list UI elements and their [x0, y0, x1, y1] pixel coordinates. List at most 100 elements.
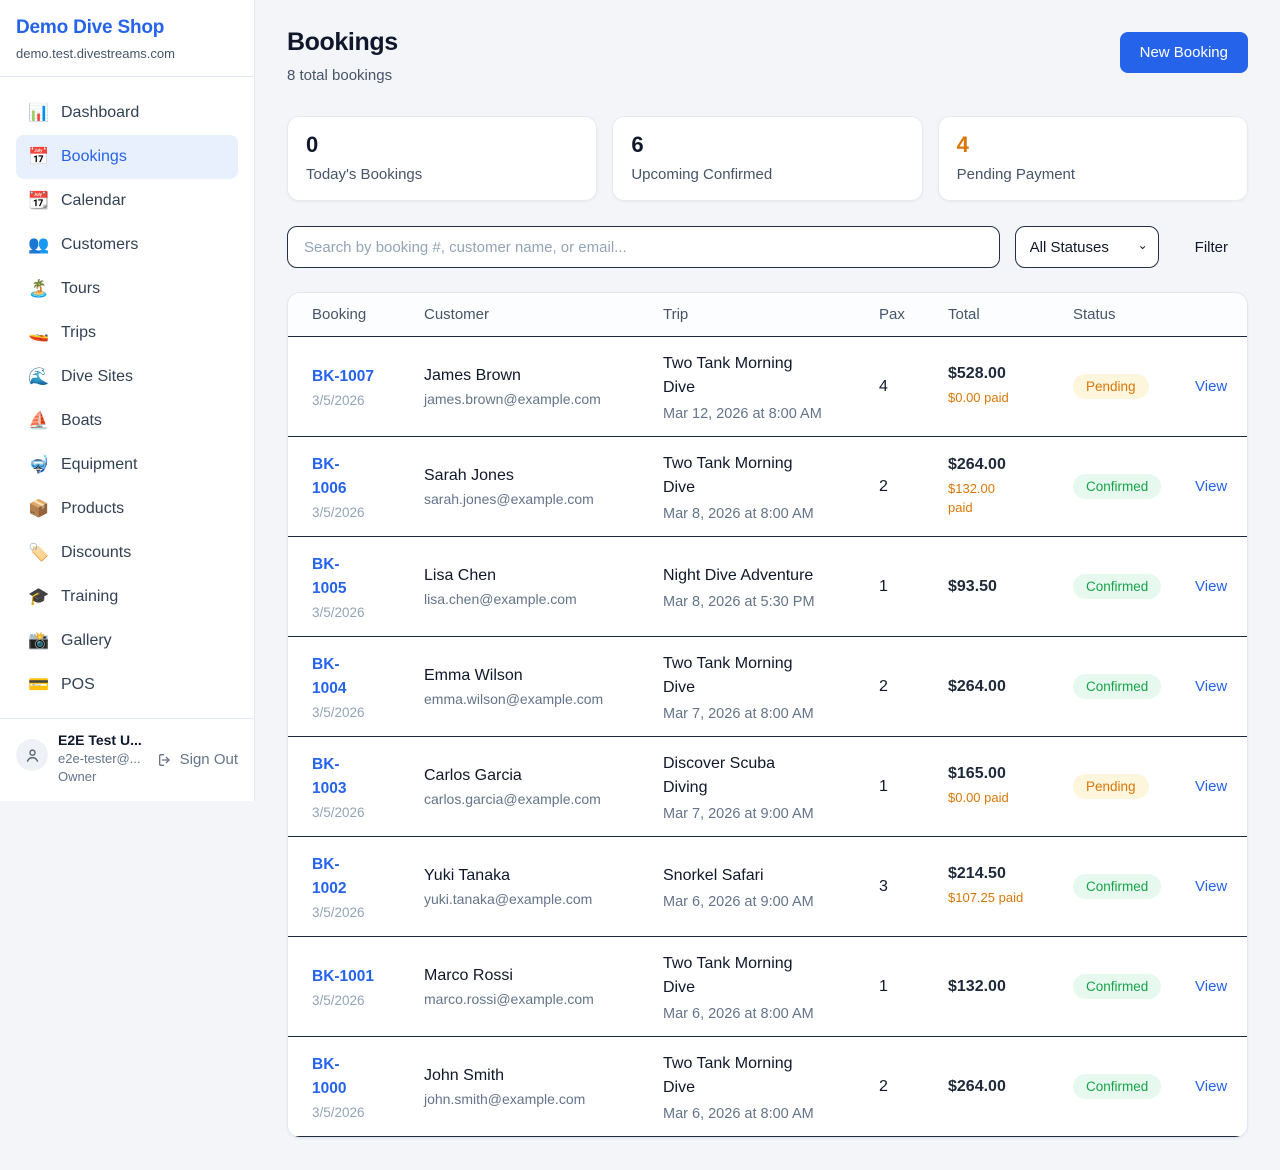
status-badge: Confirmed: [1073, 474, 1162, 499]
view-link[interactable]: View: [1195, 477, 1228, 495]
pax-cell: 2: [879, 677, 888, 695]
table-row: BK- 1006 3/5/2026 Sarah Jones sarah.jone…: [288, 437, 1247, 537]
actions-cell: View: [1195, 578, 1231, 596]
view-link[interactable]: View: [1195, 377, 1228, 395]
pax-cell: 1: [879, 577, 888, 595]
sidebar-nav-item[interactable]: 📅 Bookings: [16, 135, 238, 179]
view-link[interactable]: View: [1195, 777, 1228, 795]
trip-datetime: Mar 12, 2026 at 8:00 AM: [663, 405, 822, 422]
sidebar-nav-item[interactable]: 📸 Gallery: [16, 619, 238, 663]
customer-email: emma.wilson@example.com: [424, 690, 604, 707]
status-cell: Pending: [1073, 774, 1195, 799]
sidebar-nav-item[interactable]: 📊 Dashboard: [16, 91, 238, 135]
total-amount: $93.50: [948, 577, 997, 595]
nav-item-label: Calendar: [61, 192, 126, 209]
view-link[interactable]: View: [1195, 877, 1228, 895]
avatar: [16, 739, 48, 771]
user-email: e2e-tester@...: [58, 751, 141, 766]
sidebar-nav-item[interactable]: 🏷️ Discounts: [16, 531, 238, 575]
sidebar-nav-item[interactable]: 🚤 Trips: [16, 311, 238, 355]
total-cell: $264.00: [948, 678, 1073, 696]
customer-email: sarah.jones@example.com: [424, 490, 594, 507]
stat-label: Upcoming Confirmed: [631, 166, 773, 183]
actions-cell: View: [1195, 978, 1231, 996]
nav-item-icon: 🎓: [28, 587, 50, 606]
nav-item-icon: 🌊: [28, 367, 50, 386]
total-amount: $264.00: [948, 455, 1006, 473]
sidebar-nav-item[interactable]: 📆 Calendar: [16, 179, 238, 223]
booking-date: 3/5/2026: [312, 905, 365, 921]
view-link[interactable]: View: [1195, 577, 1228, 595]
nav-item-icon: 🤿: [28, 455, 50, 474]
customer-name: Carlos Garcia: [424, 766, 522, 784]
pax-cell: 3: [879, 877, 888, 895]
view-link[interactable]: View: [1195, 1077, 1228, 1095]
pax-cell: 2: [879, 477, 888, 495]
new-booking-button[interactable]: New Booking: [1119, 32, 1248, 73]
sidebar-nav-item[interactable]: 🎓 Training: [16, 575, 238, 619]
sidebar-nav-item[interactable]: 📦 Products: [16, 487, 238, 531]
total-amount: $165.00: [948, 765, 1006, 783]
customer-cell: James Brown james.brown@example.com: [424, 367, 663, 407]
sidebar-nav-item[interactable]: 🤿 Equipment: [16, 443, 238, 487]
booking-id-link[interactable]: BK-1007: [312, 367, 375, 385]
booking-id-link[interactable]: BK- 1002: [312, 855, 347, 897]
table-row: BK- 1004 3/5/2026 Emma Wilson emma.wilso…: [288, 637, 1247, 737]
trip-name: Night Dive Adventure: [663, 566, 814, 584]
total-amount: $264.00: [948, 677, 1006, 695]
trip-cell: Two Tank Morning Dive Mar 7, 2026 at 8:0…: [663, 652, 879, 722]
booking-cell: BK- 1004 3/5/2026: [312, 653, 424, 720]
trip-datetime: Mar 8, 2026 at 5:30 PM: [663, 593, 815, 610]
view-link[interactable]: View: [1195, 677, 1228, 695]
status-cell: Pending: [1073, 374, 1195, 399]
booking-id-link[interactable]: BK- 1003: [312, 755, 347, 797]
total-amount: $264.00: [948, 1077, 1006, 1095]
table-row: BK- 1005 3/5/2026 Lisa Chen lisa.chen@ex…: [288, 537, 1247, 637]
search-input[interactable]: [287, 226, 1000, 268]
stat-value: 0: [306, 132, 319, 157]
trip-datetime: Mar 7, 2026 at 9:00 AM: [663, 805, 814, 822]
customer-email: john.smith@example.com: [424, 1090, 586, 1107]
status-cell: Confirmed: [1073, 474, 1195, 499]
customer-name: James Brown: [424, 366, 521, 384]
col-header-booking: Booking: [312, 306, 367, 323]
booking-date: 3/5/2026: [312, 605, 365, 621]
filter-row: All Statuses ⌄ Filter: [287, 226, 1248, 268]
total-amount: $214.50: [948, 865, 1006, 883]
booking-id-link[interactable]: BK-1001: [312, 967, 375, 985]
sidebar-nav-item[interactable]: 🌊 Dive Sites: [16, 355, 238, 399]
booking-date: 3/5/2026: [312, 993, 365, 1008]
nav-item-label: Bookings: [61, 148, 127, 165]
nav-item-label: Trips: [61, 324, 96, 341]
booking-cell: BK- 1000 3/5/2026: [312, 1053, 424, 1120]
booking-id-link[interactable]: BK- 1006: [312, 455, 347, 497]
customer-cell: Sarah Jones sarah.jones@example.com: [424, 467, 663, 507]
nav-item-label: Customers: [61, 236, 139, 253]
status-select[interactable]: All Statuses: [1014, 226, 1159, 268]
sidebar-nav-item[interactable]: ⛵ Boats: [16, 399, 238, 443]
booking-id-link[interactable]: BK- 1005: [312, 555, 347, 597]
trip-cell: Two Tank Morning Dive Mar 8, 2026 at 8:0…: [663, 452, 879, 522]
page-header: Bookings 8 total bookings New Booking: [287, 28, 1248, 84]
sidebar-nav: 📊 Dashboard 📅 Bookings 📆 Calendar 👥 Cust…: [0, 77, 254, 713]
booking-id-link[interactable]: BK- 1000: [312, 1055, 347, 1097]
stat-value: 4: [956, 132, 969, 157]
sidebar-nav-item[interactable]: 👥 Customers: [16, 223, 238, 267]
customer-email: carlos.garcia@example.com: [424, 790, 601, 807]
table-row: BK-1001 3/5/2026 Marco Rossi marco.rossi…: [288, 937, 1247, 1037]
nav-item-icon: 📅: [28, 147, 50, 166]
sidebar-nav-item[interactable]: 💳 POS: [16, 663, 238, 707]
filter-button[interactable]: Filter: [1159, 239, 1248, 256]
nav-item-icon: 🏷️: [28, 543, 50, 562]
actions-cell: View: [1195, 878, 1231, 896]
table-row: BK- 1003 3/5/2026 Carlos Garcia carlos.g…: [288, 737, 1247, 837]
sidebar-nav-item[interactable]: 🏝️ Tours: [16, 267, 238, 311]
view-link[interactable]: View: [1195, 977, 1228, 995]
stat-card: 4 Pending Payment: [937, 116, 1248, 201]
table-header-row: Booking Customer Trip Pax Total Status: [288, 293, 1247, 337]
stat-card: 0 Today's Bookings: [287, 116, 598, 201]
user-role: Owner: [58, 769, 97, 784]
booking-id-link[interactable]: BK- 1004: [312, 655, 347, 697]
total-amount: $132.00: [948, 977, 1006, 995]
sign-out-button[interactable]: Sign Out: [157, 751, 238, 768]
